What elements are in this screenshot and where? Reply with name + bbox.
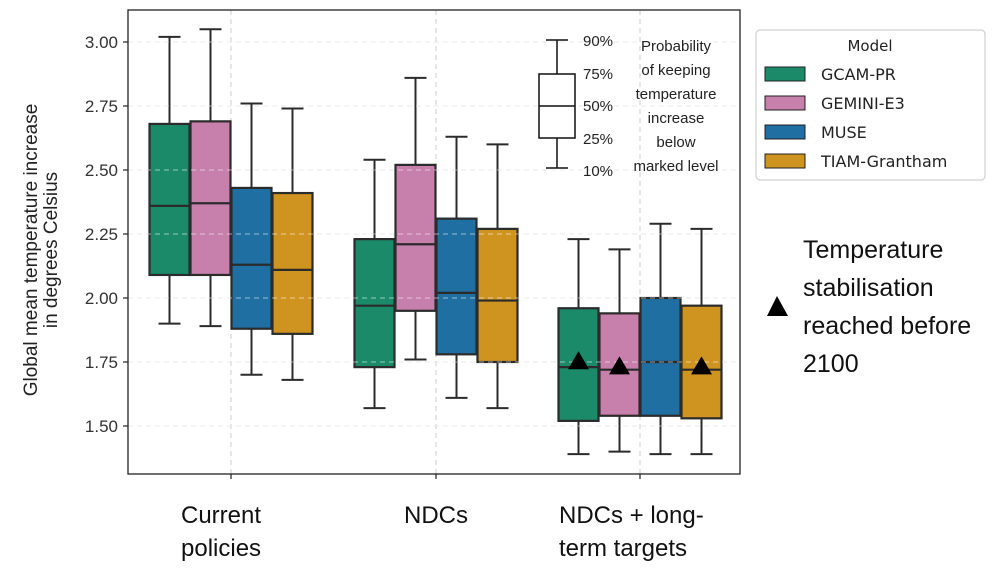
- legend-label: GEMINI-E3: [821, 94, 905, 113]
- legend-item-gcam-pr: GCAM-PR: [764, 65, 896, 84]
- x-axis: Current policies NDCs NDCs + long-term targ…: [181, 474, 704, 562]
- annotation-line-2: stabilisation: [803, 274, 934, 302]
- box-gemini-e3-2: [598, 248, 641, 453]
- box-tiam-grantham-2: [680, 227, 723, 456]
- legend-frame: [755, 29, 986, 181]
- stabilisation-annotation: Temperature stabilisation reached before…: [767, 236, 971, 378]
- y-tick-label: 2.00: [85, 289, 118, 308]
- inset-text-6: marked level: [633, 158, 718, 175]
- y-axis-title: Global mean temperature increase in degr…: [21, 104, 62, 397]
- legend-item-tiam-grantham: TIAM-Grantham: [764, 152, 947, 171]
- legend-swatch: [764, 124, 806, 140]
- box-tiam-grantham-1: [476, 143, 519, 410]
- box-gcam-pr-0: [148, 35, 191, 325]
- boxes: [148, 28, 723, 456]
- box-iqr: [435, 217, 478, 356]
- box-iqr: [148, 122, 191, 277]
- inset-text-3: temperature: [636, 86, 717, 103]
- inset-label-90: 90%: [583, 33, 613, 50]
- box-gcam-pr-1: [353, 158, 396, 410]
- box-iqr: [639, 296, 682, 417]
- inset-label-10: 10%: [583, 163, 613, 180]
- y-tick-label: 2.50: [85, 161, 118, 180]
- stabilisation-markers: [568, 351, 712, 375]
- x-tick-label: NDCs + long-term targets: [559, 502, 704, 562]
- box-iqr: [394, 163, 437, 312]
- legend-label: GCAM-PR: [821, 65, 896, 84]
- annotation-line-3: reached before: [803, 312, 971, 340]
- x-tick-label-line: policies: [181, 535, 261, 562]
- box-iqr: [476, 227, 519, 364]
- y-tick-label: 2.25: [85, 225, 118, 244]
- legend-swatch: [764, 95, 806, 111]
- x-tick-label-line: NDCs + long-: [559, 502, 704, 529]
- inset-label-50: 50%: [583, 98, 613, 115]
- box-gemini-e3-0: [189, 28, 232, 328]
- plot-frame: [127, 9, 741, 475]
- y-tick-label: 1.50: [85, 417, 118, 436]
- y-tick-label: 1.75: [85, 353, 118, 372]
- y-tick-label: 3.00: [85, 33, 118, 52]
- legend-label: MUSE: [821, 123, 867, 142]
- x-tick-label: Current policies: [181, 502, 261, 562]
- annotation-line-4: 2100: [803, 350, 859, 378]
- inset-text-5: below: [656, 134, 695, 151]
- inset-text-2: of keeping: [641, 62, 710, 79]
- box-tiam-grantham-0: [271, 107, 314, 381]
- box-muse-2: [639, 222, 682, 456]
- annotation-line-1: Temperature: [803, 236, 943, 264]
- box-iqr: [230, 186, 273, 330]
- legend-label: TIAM-Grantham: [820, 152, 947, 171]
- x-tick-label: NDCs: [404, 502, 468, 529]
- box-muse-1: [435, 135, 478, 399]
- box-gemini-e3-1: [394, 76, 437, 361]
- legend-item-muse: MUSE: [764, 123, 867, 142]
- legend-swatch: [764, 153, 806, 169]
- x-tick-label-line: Current: [181, 502, 261, 529]
- x-tick-label-line: term targets: [559, 535, 687, 562]
- gridlines-overlay: [128, 41, 740, 427]
- legend-item-gemini-e3: GEMINI-E3: [764, 94, 905, 113]
- box-iqr: [271, 191, 314, 335]
- box-iqr: [189, 120, 232, 277]
- inset-percentile-key: 90% 75% 50% 25% 10% Probability of keepi…: [538, 33, 719, 180]
- stabilisation-marker: [568, 351, 589, 370]
- legend: Model GCAM-PR GEMINI-E3 MUSE TIAM-Grantham: [755, 29, 986, 181]
- inset-label-75: 75%: [583, 66, 613, 83]
- x-tick-label-line: NDCs: [404, 502, 468, 529]
- inset-text-1: Probability: [641, 38, 712, 55]
- stabilisation-marker: [609, 356, 630, 375]
- stabilisation-marker: [691, 356, 712, 375]
- legend-title: Model: [847, 37, 892, 55]
- inset-text-4: increase: [648, 110, 705, 127]
- box-gcam-pr-2: [557, 238, 600, 456]
- box-muse-0: [230, 102, 273, 376]
- y-axis-title-line1: Global mean temperature increase: [21, 104, 42, 397]
- y-axis: 1.50 1.75 2.00 2.25 2.50 2.75 3.00: [85, 33, 128, 436]
- triangle-marker-icon: [767, 296, 788, 316]
- inset-label-25: 25%: [583, 131, 613, 148]
- y-axis-title-line2: in degrees Celsius: [41, 172, 62, 328]
- legend-swatch: [764, 66, 806, 82]
- y-tick-label: 2.75: [85, 97, 118, 116]
- box-iqr: [353, 238, 396, 369]
